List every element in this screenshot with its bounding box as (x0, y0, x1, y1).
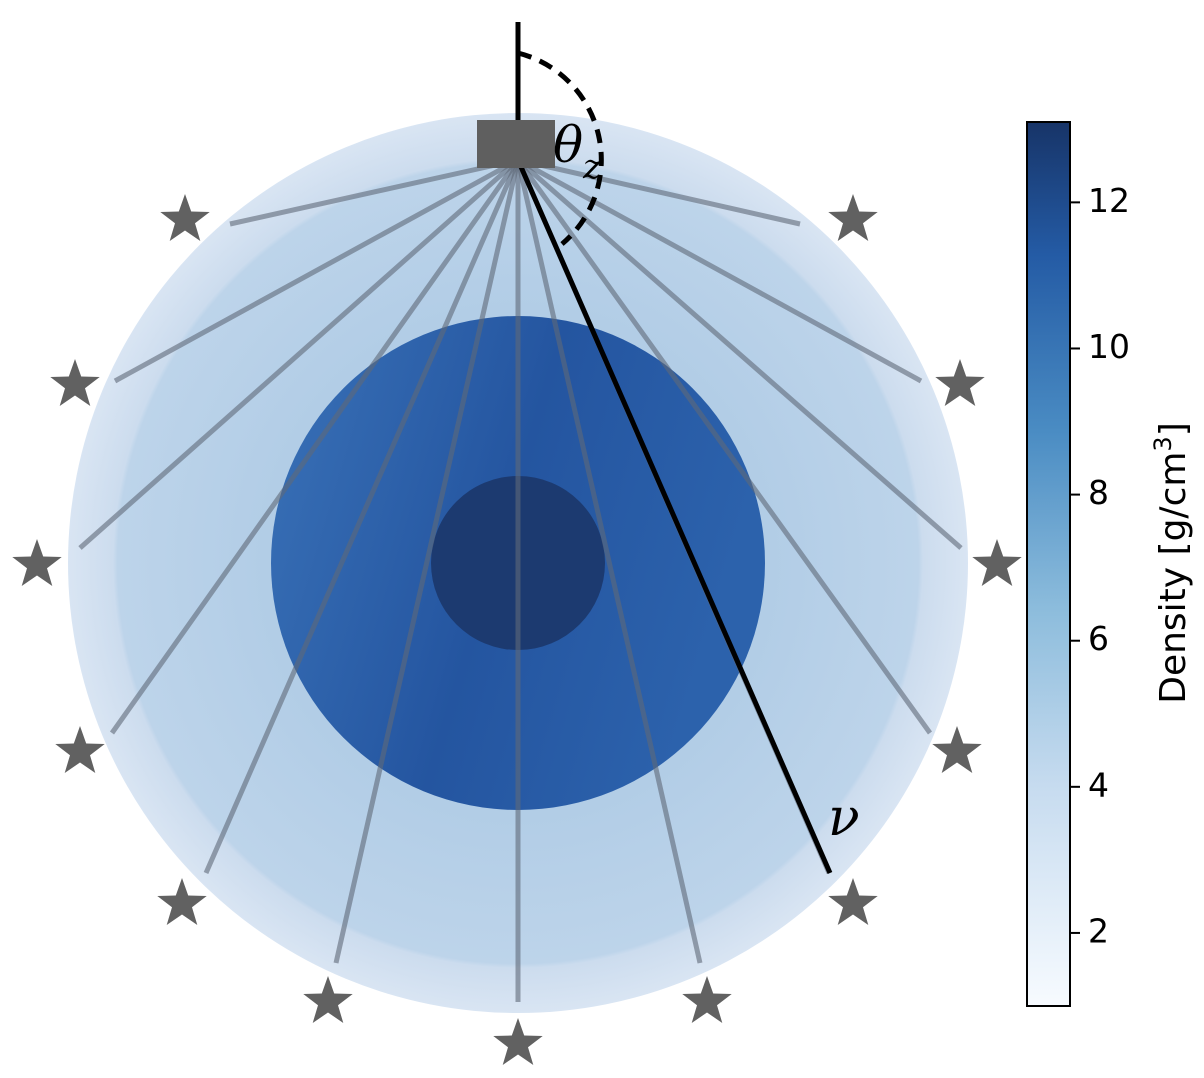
colorbar-label-end: ] (1153, 422, 1194, 436)
stars (12, 194, 1022, 1065)
star (50, 359, 100, 406)
theta: θ (553, 116, 583, 174)
star (157, 878, 207, 925)
ray (516, 157, 923, 384)
star (972, 539, 1022, 586)
star (55, 726, 105, 773)
colorbar: 2 4 6 8 10 12 (1026, 121, 1130, 1007)
colorbar-label-text: Density [g/cm (1153, 452, 1194, 704)
star (682, 976, 732, 1023)
ray (333, 159, 521, 964)
neutrino-path (515, 158, 833, 875)
ray (515, 159, 703, 964)
colorbar-tick-label: 10 (1088, 327, 1130, 366)
colorbar-label: Density [g/cm3] (1149, 422, 1194, 704)
colorbar-label-superscript: 3 (1149, 436, 1177, 451)
ray (78, 158, 520, 550)
colorbar-tick-label: 2 (1088, 911, 1109, 950)
star (160, 194, 210, 241)
colorbar-tick-label: 12 (1088, 181, 1130, 220)
star (828, 194, 878, 241)
ray (516, 158, 963, 550)
ray (515, 158, 933, 735)
ray (229, 157, 519, 227)
star (493, 1018, 543, 1065)
colorbar-tick-label: 4 (1088, 765, 1109, 804)
ray (203, 158, 521, 875)
zenith-label: θz (553, 116, 602, 187)
ray (517, 157, 801, 227)
star (828, 878, 878, 925)
star (12, 539, 62, 586)
theta-subscript: z (582, 147, 602, 187)
star (932, 726, 982, 773)
ray (113, 157, 520, 384)
ray (109, 158, 521, 735)
star (303, 976, 353, 1023)
star (935, 359, 985, 406)
detector (477, 120, 555, 168)
colorbar-tick-label: 6 (1088, 619, 1109, 658)
colorbar-body (1026, 121, 1071, 1007)
neutrino-label: ν (828, 788, 860, 848)
colorbar-tick-label: 8 (1088, 473, 1109, 512)
angle-arc (517, 50, 604, 246)
